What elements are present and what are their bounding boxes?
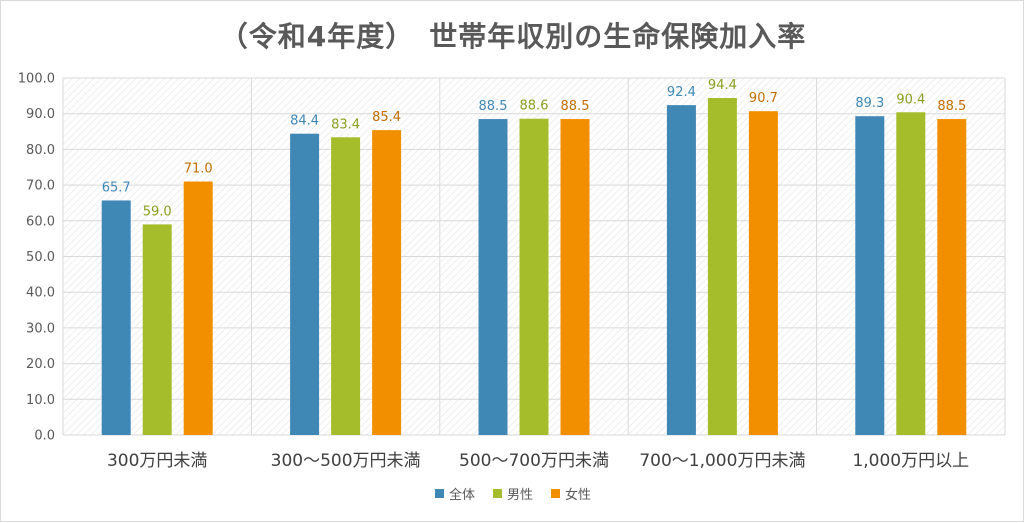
data-label: 83.4 <box>331 117 360 132</box>
y-axis-ticks: 0.0 10.0 20.0 30.0 40.0 50.0 60.0 70.0 80.0 90.0 1… <box>18 72 55 444</box>
bar <box>896 112 926 435</box>
bars <box>101 97 967 436</box>
bar <box>290 133 320 435</box>
data-label: 88.5 <box>479 99 508 114</box>
bar <box>372 130 402 435</box>
legend-swatch <box>434 489 444 498</box>
legend: 全体 男性 女性 <box>1 484 1024 503</box>
bar <box>855 116 885 435</box>
data-label: 94.4 <box>708 78 737 93</box>
x-tick-label: 1,000万円以上 <box>852 451 969 471</box>
legend-item: 女性 <box>551 484 591 503</box>
data-label: 89.3 <box>855 96 884 111</box>
bar <box>183 181 213 435</box>
x-tick-label: 500～700万円未満 <box>459 451 609 471</box>
y-tick-label: 80.0 <box>26 143 55 158</box>
data-label: 85.4 <box>372 110 401 125</box>
data-label: 92.4 <box>667 85 696 100</box>
y-tick-label: 10.0 <box>26 393 55 408</box>
data-label: 59.0 <box>143 204 172 219</box>
legend-item: 男性 <box>492 484 533 503</box>
chart-title: （令和4年度） 世帯年収別の生命保険加入率 <box>219 20 807 53</box>
y-tick-label: 20.0 <box>26 357 55 372</box>
y-tick-label: 40.0 <box>26 286 55 301</box>
y-tick-label: 90.0 <box>26 107 55 122</box>
y-tick-label: 100.0 <box>18 72 55 87</box>
bar <box>937 119 967 436</box>
data-label: 71.0 <box>184 162 213 177</box>
legend-label: 女性 <box>565 488 592 503</box>
legend-label: 全体 <box>448 488 475 503</box>
bar <box>519 118 549 435</box>
legend-swatch <box>492 489 502 498</box>
bar <box>142 224 172 435</box>
bar <box>101 200 131 435</box>
bar <box>707 97 737 435</box>
data-label: 90.4 <box>896 92 925 107</box>
data-label: 88.5 <box>561 99 590 114</box>
bar <box>748 111 778 436</box>
data-label: 88.6 <box>520 99 549 114</box>
bar <box>478 119 508 436</box>
y-tick-label: 0.0 <box>34 429 55 444</box>
y-tick-label: 50.0 <box>26 250 55 265</box>
data-label: 88.5 <box>937 99 966 114</box>
x-tick-label: 300～500万円未満 <box>271 451 421 471</box>
bar <box>666 105 696 435</box>
x-axis-ticks: 300万円未満 300～500万円未満 500～700万円未満 700～1,000万円… <box>107 451 969 471</box>
data-labels: 65.7 59.0 71.0 84.4 83.4 85.4 88.5 88.6 88.5 92.4… <box>102 78 967 219</box>
x-tick-label: 300万円未満 <box>107 451 207 471</box>
y-tick-label: 30.0 <box>26 321 55 336</box>
bar <box>560 119 590 436</box>
legend-label: 男性 <box>506 488 533 503</box>
legend-swatch <box>551 489 560 498</box>
bar <box>331 137 361 435</box>
data-label: 84.4 <box>290 114 319 129</box>
data-label: 65.7 <box>102 180 131 195</box>
y-tick-label: 70.0 <box>26 179 55 194</box>
data-label: 90.7 <box>749 91 778 106</box>
x-tick-label: 700～1,000万円未満 <box>639 451 805 471</box>
y-tick-label: 60.0 <box>26 214 55 229</box>
legend-item: 全体 <box>434 484 475 503</box>
